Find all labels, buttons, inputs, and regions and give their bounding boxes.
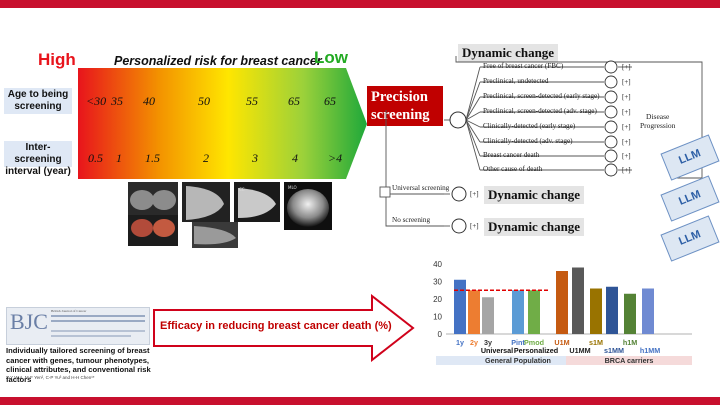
bar-1y [454, 279, 466, 334]
interval-value: 1 [116, 151, 122, 165]
age-value: 55 [246, 94, 258, 108]
dynamic-change-label: Dynamic change [458, 44, 559, 62]
x-tick-label: h1MM [640, 346, 660, 355]
y-tick-label: 20 [433, 295, 442, 304]
imaging-thumbnails: CC MLO [128, 182, 332, 248]
risk-title: Personalized risk for breast cancer [114, 54, 322, 68]
bar-s1M [590, 288, 602, 334]
no-screening-label: No screening [392, 216, 431, 224]
age-value: 50 [198, 94, 210, 108]
bar-2y [468, 290, 480, 334]
expand-marker[interactable]: [+] [622, 93, 631, 101]
expand-marker[interactable]: [+] [470, 190, 479, 198]
universal-group-label: Universal [480, 346, 514, 355]
bar-Pmod [528, 290, 540, 334]
x-tick-label: 1y [456, 338, 464, 347]
x-tick-label: s1M [589, 338, 603, 347]
interval-value: 2 [203, 151, 209, 165]
interval-value: 1.5 [145, 151, 160, 165]
y-tick-label: 40 [433, 260, 442, 269]
bar-h1MM [642, 288, 654, 334]
y-tick-label: 30 [433, 278, 442, 287]
age-value: 40 [143, 94, 155, 108]
state-label: Other cause of death [483, 165, 543, 173]
x-tick-label: Pmod [524, 338, 544, 347]
x-tick-label: h1M [623, 338, 637, 347]
x-tick-label: Pint [511, 338, 525, 347]
mammogram-image: CC [234, 182, 280, 222]
state-label: Preclinical, screen-detected (adv. stage… [483, 107, 597, 115]
interval-value: 3 [252, 151, 258, 165]
y-tick-label: 10 [433, 313, 442, 322]
bar-h1M [624, 293, 636, 334]
journal-name: British Journal of Cancer [51, 309, 87, 313]
age-value: 65 [288, 94, 300, 108]
bar-s1MM [606, 286, 618, 334]
paper-authors: Y-Y Wu¹, M-F Yen², C-P Yu³ and H-H Chen¹… [6, 375, 95, 380]
cc-label: CC [239, 187, 245, 192]
expand-marker[interactable]: [+] [622, 78, 631, 86]
expand-marker[interactable]: [+] [622, 138, 631, 146]
age-row-label: Age to being screening [4, 88, 72, 114]
age-value: <30 [86, 94, 107, 108]
state-label: Preclinical, screen-detected (early stag… [483, 92, 600, 100]
high-label: High [38, 50, 76, 69]
top-band [0, 0, 720, 8]
personalized-group-label: Personalized [513, 346, 559, 355]
expand-marker[interactable]: [+] [622, 152, 631, 160]
mammogram-image [182, 182, 238, 248]
expand-marker[interactable]: [+] [622, 123, 631, 131]
x-tick-label: 3y [484, 338, 492, 347]
tomosynthesis-image: MLO [284, 182, 332, 230]
bar-3y [482, 297, 494, 334]
state-label: Breast cancer death [483, 151, 540, 159]
bar-U1M [556, 271, 568, 334]
age-value: 35 [111, 94, 123, 108]
y-tick-label: 0 [438, 330, 443, 339]
disease-progression-label: Disease Progression [640, 112, 676, 130]
bottom-band [0, 397, 720, 405]
age-value: 65 [324, 94, 336, 108]
mri-image [128, 182, 178, 246]
x-tick-label: s1MM [604, 346, 624, 355]
universal-screening-label: Universal screening [392, 184, 450, 192]
journal-logo: BJC [10, 309, 48, 334]
expand-marker[interactable]: [+] [622, 63, 631, 71]
x-tick-label: U1MM [569, 346, 590, 355]
state-label: Clinically-detected (early stage) [483, 122, 576, 130]
x-tick-label: U1M [554, 338, 569, 347]
mlo-label: MLO [288, 185, 297, 190]
state-label: Free of breast cancer (FBC) [483, 62, 564, 70]
risk-gradient-arrow [78, 68, 367, 179]
state-label: Preclinical, undetected [483, 77, 549, 85]
state-tree-connectors [379, 56, 703, 234]
expand-marker[interactable]: [+] [470, 222, 479, 230]
expand-marker[interactable]: [+] [622, 108, 631, 116]
interval-value: 4 [292, 151, 298, 165]
interval-row-label: Inter-screening interval (year) [4, 141, 72, 177]
state-label: Clinically-detected (adv. stage) [483, 137, 573, 145]
x-tick-label: 2y [470, 338, 478, 347]
efficacy-label: Efficacy in reducing breast cancer death… [160, 320, 392, 332]
paper-title: Individually tailored screening of breas… [6, 346, 151, 384]
paper-header: BJC British Journal of Cancer [6, 307, 150, 345]
dynamic-change-label: Dynamic change [484, 186, 585, 204]
bar-Pint [512, 290, 524, 334]
general-population-label: General Population [436, 356, 600, 365]
expand-marker[interactable]: [+] [622, 166, 631, 174]
low-label: Low [314, 48, 348, 67]
dynamic-change-label: Dynamic change [484, 218, 585, 236]
bar-U1MM [572, 267, 584, 334]
efficacy-arrow [153, 294, 415, 362]
brca-carriers-label: BRCA carriers [566, 356, 692, 365]
interval-value: 0.5 [88, 151, 103, 165]
interval-value: >4 [328, 151, 343, 165]
precision-label: Precision [371, 89, 428, 105]
